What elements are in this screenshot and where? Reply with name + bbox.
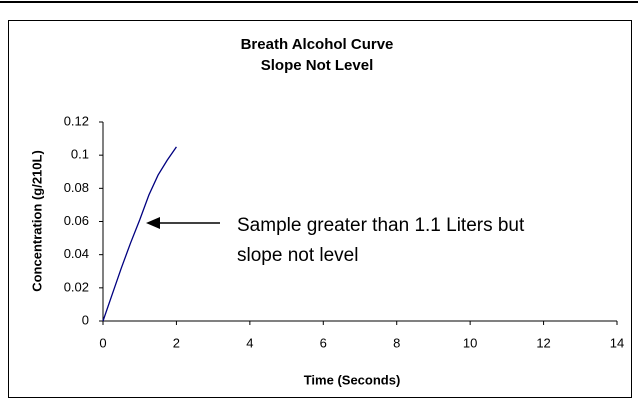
chart-frame bbox=[8, 20, 632, 398]
x-tick-label: 8 bbox=[393, 335, 400, 350]
chart-subtitle: Slope Not Level bbox=[261, 57, 374, 74]
y-tick-label: 0.1 bbox=[71, 147, 89, 162]
x-tick-label: 14 bbox=[610, 335, 624, 350]
data-line bbox=[102, 146, 177, 322]
annotation: slope not level bbox=[237, 245, 358, 266]
annotation: Sample greater than 1.1 Liters but bbox=[237, 215, 525, 236]
arrow-head bbox=[146, 217, 160, 229]
x-tick-label: 6 bbox=[320, 335, 327, 350]
y-tick-label: 0.06 bbox=[64, 213, 89, 228]
x-tick-label: 2 bbox=[173, 335, 180, 350]
y-tick-label: 0.02 bbox=[64, 279, 89, 294]
y-axis-label: Concentration (g/210L) bbox=[29, 150, 44, 292]
x-tick-label: 4 bbox=[246, 335, 253, 350]
x-tick-label: 12 bbox=[536, 335, 550, 350]
y-tick-label: 0.08 bbox=[64, 180, 89, 195]
y-tick-label: 0.12 bbox=[64, 113, 89, 128]
y-tick-label: 0 bbox=[82, 312, 89, 327]
y-tick-label: 0.04 bbox=[64, 246, 89, 261]
x-tick-label: 0 bbox=[99, 335, 106, 350]
chart-title: Breath Alcohol Curve bbox=[241, 36, 394, 53]
x-axis-label: Time (Seconds) bbox=[304, 372, 401, 387]
x-tick-label: 10 bbox=[463, 335, 477, 350]
